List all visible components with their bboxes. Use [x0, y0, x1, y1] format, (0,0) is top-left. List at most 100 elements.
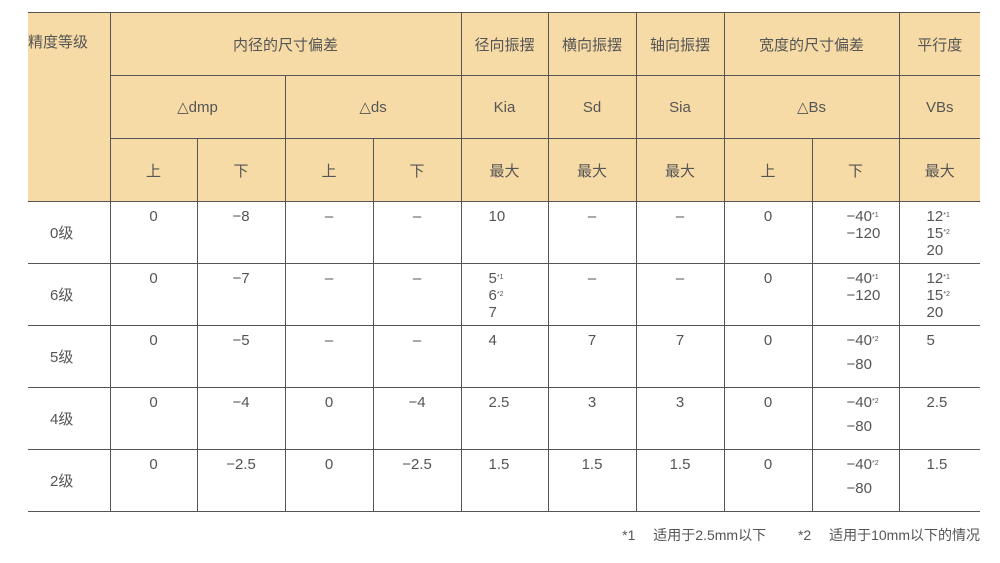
cell-ds-upper: –	[284, 325, 374, 388]
value: −120	[846, 225, 881, 242]
cell-ds-lower-value: –	[412, 270, 422, 287]
header-bore: 内径的尺寸偏差	[109, 12, 462, 76]
cell-sd: 1.5	[547, 449, 637, 512]
cell-sd: –	[547, 263, 637, 326]
footnote-ref: *1	[871, 274, 879, 281]
cell-sd: 7	[547, 325, 637, 388]
footnote-ref: *2	[871, 398, 879, 405]
cell-sd-value: –	[587, 270, 597, 287]
value: −40	[846, 332, 872, 349]
value: 2.5	[488, 394, 510, 411]
footnote-ref: *1	[943, 274, 950, 281]
header-sd: Sd	[547, 75, 637, 139]
cell-ds-lower-value: –	[412, 332, 422, 349]
cell-ds-lower-value: −2.5	[402, 456, 432, 473]
header-lower: 下	[196, 138, 286, 202]
value: −40	[846, 456, 872, 473]
cell-ds-upper-value: –	[324, 270, 334, 287]
table-row: 4级 0 −4 0 −4 2.5 3 3 0 −40*2 −80 2.5	[28, 387, 981, 450]
header-axial: 轴向振摆	[635, 12, 725, 76]
cell-bs-upper: 0	[723, 201, 813, 264]
header-upper: 上	[110, 138, 198, 202]
value: −80	[846, 480, 872, 497]
cell-vbs: 5	[898, 325, 981, 388]
cell-bs-lower: −40*1 −120	[811, 263, 900, 326]
value: 5	[488, 270, 497, 287]
cell-sd: 3	[547, 387, 637, 450]
cell-bs-lower-line: −80	[847, 350, 899, 380]
cell-bs-upper-value: 0	[763, 456, 773, 473]
cell-ds-lower: −2.5	[372, 449, 462, 512]
cell-dmp-upper: 0	[109, 325, 198, 388]
cell-vbs: 12*1 15*2 20	[898, 201, 981, 264]
header-vbs: VBs	[898, 75, 981, 139]
cell-dmp-upper-value: 0	[149, 208, 158, 225]
cell-grade-value: 6级	[50, 287, 74, 304]
cell-kia: 10	[460, 201, 549, 264]
cell-dmp-lower: −7	[196, 263, 286, 326]
header-row-3: 上 下 上 下 最大 最大 最大 上 下 最大	[28, 138, 981, 202]
header-sia: Sia	[635, 75, 725, 139]
cell-sd-value: 1.5	[581, 456, 603, 473]
cell-kia-line: 1.5	[489, 456, 548, 473]
header-dmp: △dmp	[110, 75, 286, 139]
cell-ds-upper-value: 0	[324, 394, 334, 411]
cell-sia-value: 1.5	[669, 456, 691, 473]
cell-dmp-upper: 0	[109, 449, 198, 512]
cell-sd-value: –	[587, 208, 597, 225]
cell-ds-upper-value: –	[324, 332, 334, 349]
cell-dmp-lower-value: −8	[232, 208, 250, 225]
footnote-2-mark: *2	[797, 527, 812, 543]
cell-sia: –	[635, 201, 725, 264]
cell-ds-lower: −4	[372, 387, 462, 450]
footnote-ref: *2	[871, 460, 879, 467]
cell-grade-value: 4级	[50, 411, 74, 428]
value: 12	[926, 208, 944, 225]
value: 20	[926, 242, 944, 259]
footnote-ref: *2	[943, 291, 950, 298]
cell-sd: –	[547, 201, 637, 264]
cell-grade: 2级	[28, 449, 111, 512]
value: −80	[846, 418, 872, 435]
cell-vbs-line: 5	[927, 332, 981, 349]
tolerance-table: 精度等级 内径的尺寸偏差 径向振摆 横向振摆 轴向振摆 宽度的尺寸偏差 平行度 …	[28, 12, 981, 512]
cell-kia-line: 5*1	[489, 270, 548, 287]
cell-bs-upper-value: 0	[763, 332, 773, 349]
cell-bs-lower-line: −40*2	[847, 388, 899, 418]
value: −40	[846, 270, 872, 287]
header-ds: △ds	[284, 75, 462, 139]
footnote-ref: *2	[871, 336, 879, 343]
value: 15	[926, 225, 944, 242]
cell-bs-upper-value: 0	[763, 394, 773, 411]
cell-dmp-upper: 0	[109, 263, 198, 326]
footnotes: *1 适用于2.5mm以下 *2 适用于10mm以下的情况	[614, 525, 980, 545]
cell-dmp-lower: −8	[196, 201, 286, 264]
value: 2.5	[926, 394, 948, 411]
header-bs: △Bs	[723, 75, 900, 139]
cell-dmp-lower-value: −7	[232, 270, 250, 287]
cell-vbs-line: 15*2	[927, 225, 981, 242]
cell-dmp-upper-value: 0	[149, 332, 158, 349]
cell-bs-lower-line: −40*2	[847, 326, 899, 356]
cell-vbs-line: 12*1	[927, 270, 981, 287]
table-row: 0级 0 −8– –10– –0 −40*1 −120 12*1 15*2 20	[28, 201, 981, 264]
value: 15	[926, 287, 944, 304]
value: 5	[926, 332, 935, 349]
cell-kia-line: 4	[489, 332, 548, 349]
header-radial: 径向振摆	[460, 12, 549, 76]
cell-grade: 4级	[28, 387, 111, 450]
cell-ds-lower-value: –	[412, 208, 422, 225]
cell-kia-line: 7	[489, 304, 548, 321]
footnote-ref: *1	[943, 212, 950, 219]
cell-ds-upper-value: –	[324, 208, 334, 225]
cell-bs-lower: −40*2 −80	[811, 325, 900, 388]
cell-ds-upper: –	[284, 263, 374, 326]
cell-bs-lower-line: −40*1	[847, 270, 899, 287]
cell-bs-upper-value: 0	[763, 208, 773, 225]
cell-sia: 1.5	[635, 449, 725, 512]
cell-dmp-upper: 0	[109, 387, 198, 450]
cell-bs-lower: −40*2 −80	[811, 449, 900, 512]
cell-vbs-line: 20	[927, 304, 981, 321]
cell-bs-lower-line: −120	[847, 287, 899, 304]
cell-dmp-upper-value: 0	[149, 456, 158, 473]
